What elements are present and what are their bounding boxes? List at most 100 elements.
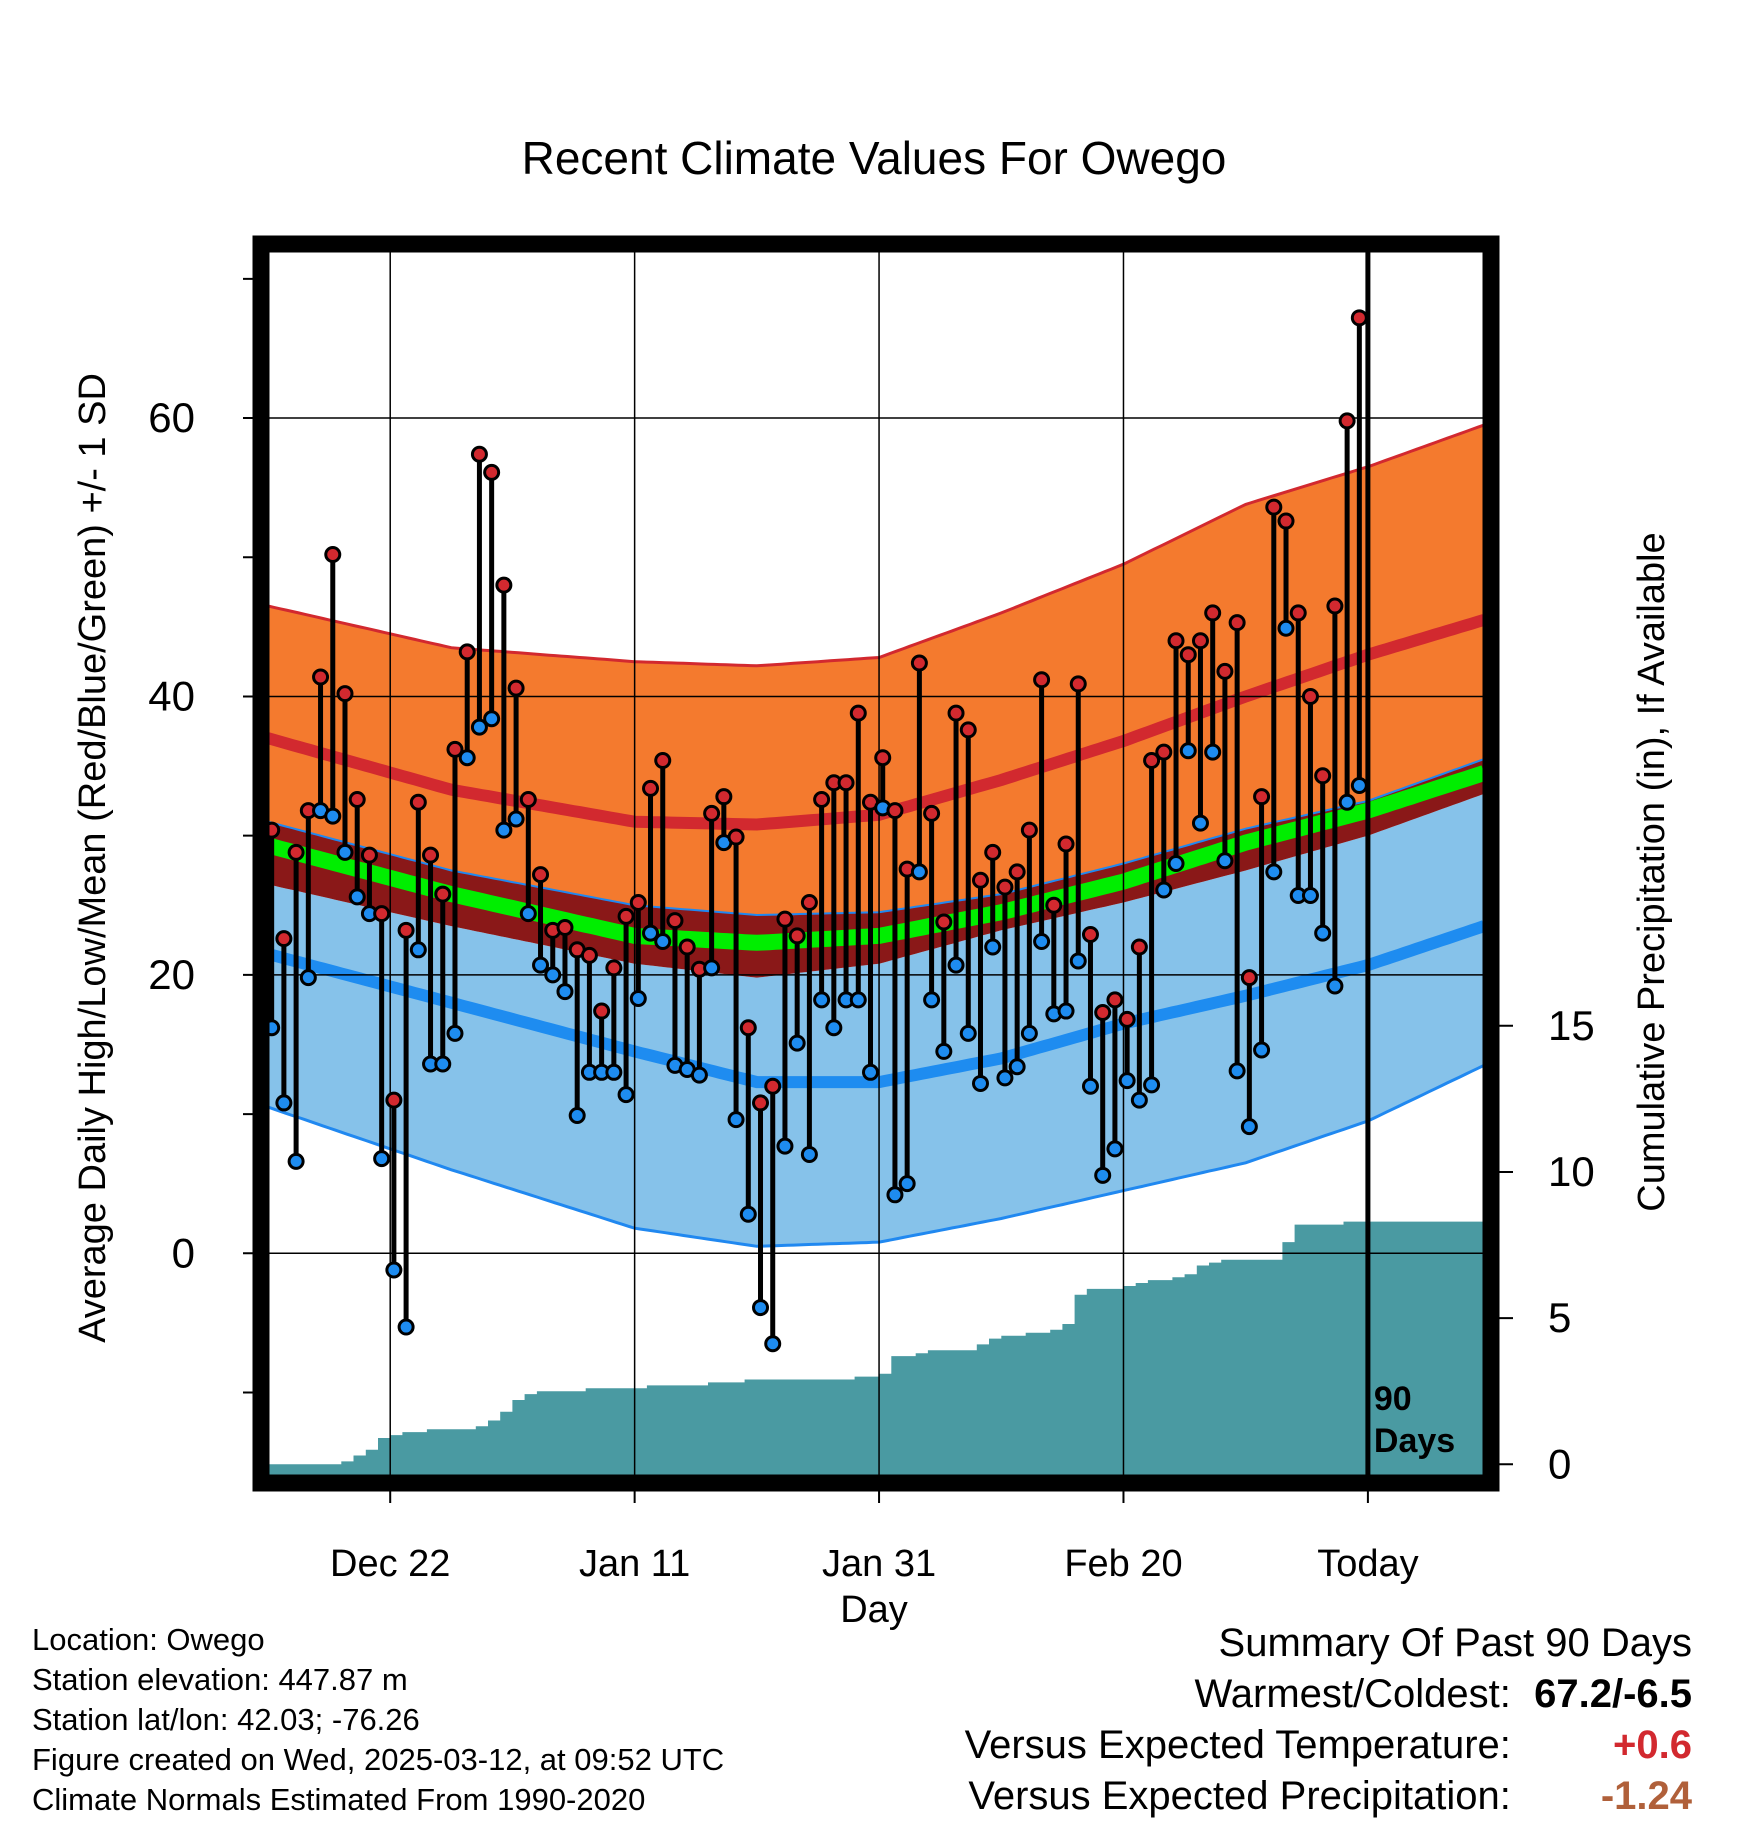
- high-point: [409, 793, 427, 811]
- low-point: [336, 843, 354, 861]
- high-point: [739, 1019, 757, 1037]
- low-point: [1167, 855, 1185, 872]
- high-point: [268, 821, 281, 839]
- high-point: [446, 740, 464, 758]
- high-point: [1094, 1003, 1112, 1021]
- high-point: [1228, 614, 1246, 632]
- high-point: [1338, 412, 1356, 430]
- low-point: [1106, 1140, 1124, 1158]
- y-tick-label-right: 10: [1548, 1148, 1595, 1195]
- precip-vs-expected-label: Versus Expected Precipitation:: [968, 1774, 1511, 1818]
- high-point: [1143, 751, 1161, 769]
- high-point: [556, 919, 574, 937]
- low-point: [568, 1106, 586, 1124]
- high-point: [654, 751, 672, 769]
- low-point: [1277, 619, 1295, 637]
- low-point: [1253, 1041, 1271, 1059]
- y-tick-label-right: 5: [1548, 1294, 1571, 1341]
- precip-vs-expected-value: -1.24: [1600, 1774, 1692, 1818]
- high-point: [996, 878, 1014, 896]
- low-point: [642, 924, 660, 942]
- summary-panel: Summary Of Past 90 Days Warmest/Coldest:…: [965, 1618, 1692, 1822]
- low-point: [299, 969, 317, 987]
- low-point: [886, 1186, 904, 1204]
- low-point: [458, 749, 476, 767]
- high-point: [800, 893, 818, 911]
- high-point: [813, 790, 831, 808]
- x-tick-label: Today: [1317, 1543, 1418, 1585]
- low-point: [788, 1034, 806, 1052]
- low-point: [1204, 743, 1222, 761]
- high-point: [287, 843, 305, 861]
- warmest-coldest-label: Warmest/Coldest:: [1194, 1672, 1511, 1716]
- high-point: [434, 885, 452, 903]
- high-point: [507, 679, 525, 697]
- low-point: [275, 1094, 293, 1112]
- high-point: [1350, 309, 1368, 327]
- summary-heading: Summary Of Past 90 Days: [1218, 1621, 1692, 1665]
- high-point: [1265, 498, 1283, 516]
- low-point: [1008, 1058, 1026, 1076]
- low-point: [739, 1205, 757, 1223]
- low-point: [1130, 1091, 1148, 1109]
- high-point: [360, 846, 378, 864]
- high-point: [703, 804, 721, 822]
- normal-low-line: [268, 920, 1484, 1089]
- low-point: [519, 905, 537, 923]
- high-point: [458, 643, 476, 661]
- low-point: [446, 1024, 464, 1042]
- warmest-coldest-value: 67.2/-6.5: [1534, 1672, 1692, 1716]
- low-point: [752, 1299, 770, 1317]
- high-point: [1020, 821, 1038, 839]
- high-point: [348, 790, 366, 808]
- high-point: [312, 668, 330, 686]
- low-point: [397, 1318, 415, 1336]
- high-point: [422, 846, 440, 864]
- x-tick-label: Jan 31: [822, 1543, 936, 1585]
- high-point: [959, 721, 977, 739]
- low-point: [470, 718, 488, 736]
- high-point: [275, 930, 293, 948]
- low-point: [385, 1261, 403, 1279]
- high-point: [1179, 646, 1197, 664]
- low-point: [959, 1024, 977, 1042]
- x-axis-label: Day: [840, 1589, 908, 1631]
- high-point: [385, 1091, 403, 1109]
- high-point: [1216, 662, 1234, 680]
- high-minus-sd-edge: [268, 758, 1484, 917]
- low-point: [1118, 1072, 1136, 1090]
- y-tick-label-left: 0: [172, 1229, 195, 1276]
- latlon-line: Station lat/lon: 42.03; -76.26: [32, 1702, 420, 1737]
- y-axis-label-right: Cumulative Precipitation (in), If Availa…: [1631, 532, 1673, 1211]
- low-point: [617, 1086, 635, 1104]
- high-sd-band: [268, 425, 1484, 915]
- low-point: [1069, 952, 1087, 970]
- high-point: [324, 545, 342, 563]
- high-point: [629, 893, 647, 911]
- low-point: [1033, 932, 1051, 950]
- low-point: [727, 1111, 745, 1129]
- high-point: [1106, 991, 1124, 1009]
- high-point: [910, 654, 928, 672]
- low-minus-sd-edge: [268, 1063, 1484, 1248]
- low-point: [1020, 1024, 1038, 1042]
- high-point: [1289, 604, 1307, 622]
- normals-line: Climate Normals Estimated From 1990-2020: [32, 1782, 646, 1817]
- high-point: [1118, 1010, 1136, 1028]
- low-point: [923, 991, 941, 1009]
- high-point: [776, 910, 794, 928]
- high-point: [642, 779, 660, 797]
- high-point: [593, 1002, 611, 1020]
- low-point: [1143, 1076, 1161, 1094]
- low-point: [507, 810, 525, 828]
- low-point: [324, 807, 342, 825]
- temp-vs-expected-value: +0.6: [1613, 1723, 1692, 1767]
- station-info: Location: Owego Station elevation: 447.8…: [32, 1620, 724, 1820]
- low-point: [409, 941, 427, 959]
- high-point: [947, 704, 965, 722]
- high-point: [605, 959, 623, 977]
- high-point: [1204, 604, 1222, 622]
- low-point: [1265, 863, 1283, 881]
- low-point: [825, 1019, 843, 1037]
